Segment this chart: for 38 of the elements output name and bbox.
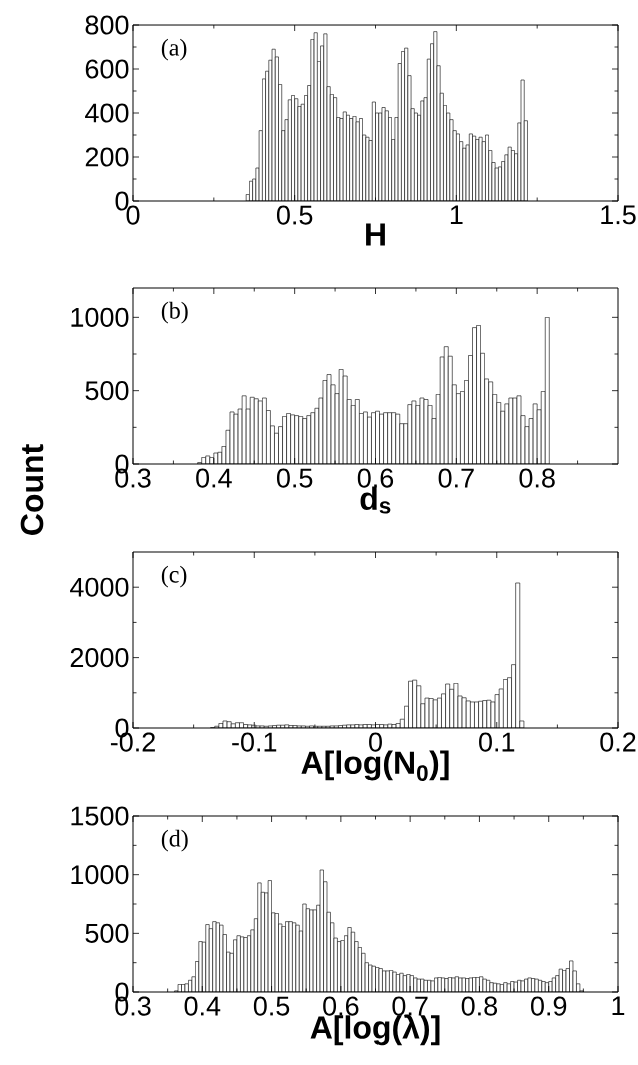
y-tick-label: 1500: [71, 806, 129, 826]
annotation: (c): [161, 565, 187, 588]
y-axis-title: Count: [20, 444, 44, 535]
annotation: (d): [161, 829, 188, 852]
x-tick-label: 0.1: [479, 732, 515, 752]
x-tick-label: -0.1: [232, 732, 277, 752]
x-axis-title: A[log(λ)]: [310, 1014, 440, 1046]
y-tick-label: 2000: [70, 648, 129, 668]
x-tick-label: 1: [450, 205, 463, 225]
x-axis-title: A[log(N$_{0}$)]: [301, 750, 449, 781]
x-tick-label: 0.2: [600, 732, 636, 752]
x-tick-label: 0.7: [392, 996, 428, 1016]
y-tick-label: 200: [85, 147, 129, 167]
x-tick-label: 0.7: [438, 468, 474, 488]
y-tick-label: 800: [85, 15, 129, 35]
x-tick-label: 0.6: [323, 996, 359, 1016]
x-tick-label: 0.5: [276, 468, 313, 488]
y-tick-label: 4000: [70, 577, 129, 597]
x-tick-label: 0.4: [184, 996, 221, 1016]
x-tick-label: 0.8: [519, 468, 555, 488]
y-tick-label: 500: [85, 381, 129, 401]
x-tick-label: 1.5: [601, 205, 636, 225]
y-tick-label: 500: [85, 923, 129, 943]
x-tick-label: 0.5: [253, 996, 290, 1016]
annotation: (a): [161, 38, 187, 61]
x-tick-label: 0.8: [461, 996, 498, 1016]
y-tick-label: 600: [85, 59, 129, 79]
x-tick-label: 0.5: [276, 205, 313, 225]
y-tick-label: 1000: [71, 865, 129, 885]
y-tick-label: 1000: [71, 307, 129, 327]
x-axis-title: H: [366, 223, 385, 246]
x-tick-label: 0.9: [531, 996, 567, 1016]
x-tick-label: 1: [612, 996, 625, 1016]
x-tick-label: 0: [369, 732, 382, 752]
annotation: (b): [161, 301, 188, 324]
x-tick-label: 0.6: [357, 468, 394, 488]
y-tick-label: 400: [85, 103, 129, 123]
x-tick-label: 0.4: [196, 468, 232, 488]
